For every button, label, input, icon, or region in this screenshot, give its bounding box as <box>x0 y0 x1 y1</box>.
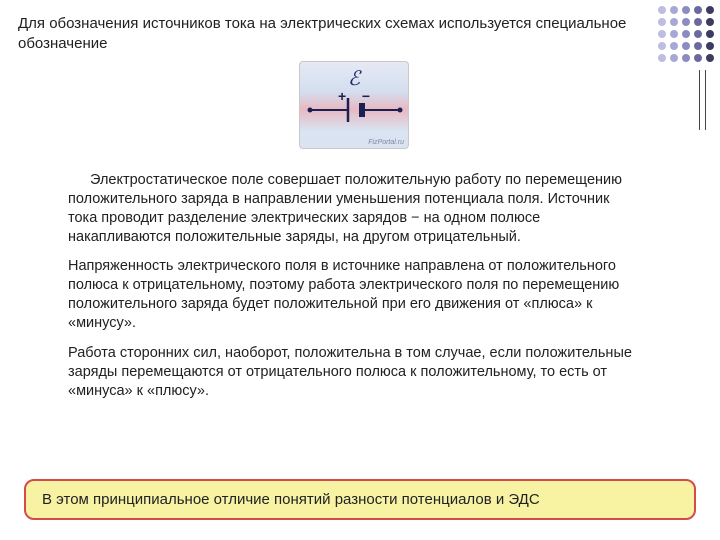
watermark-text: FizPortal.ru <box>368 139 404 146</box>
emf-source-symbol: ℰ + − FizPortal.ru <box>299 61 409 149</box>
deco-dot <box>670 6 678 14</box>
deco-bar <box>705 70 706 130</box>
deco-dot <box>658 30 666 38</box>
deco-dot <box>670 18 678 26</box>
intro-text: Для обозначения источников тока на элект… <box>18 14 658 55</box>
decorative-dots <box>644 6 714 126</box>
deco-dot <box>682 30 690 38</box>
deco-dot <box>658 54 666 62</box>
deco-dot <box>694 42 702 50</box>
deco-dot <box>670 30 678 38</box>
deco-dot <box>694 18 702 26</box>
deco-dot <box>682 18 690 26</box>
paragraph-2: Напряженность электрического поля в исто… <box>68 257 640 334</box>
paragraph-1: Электростатическое поле совершает положи… <box>68 171 640 248</box>
battery-icon <box>300 96 410 136</box>
deco-dot <box>694 6 702 14</box>
deco-dot <box>658 18 666 26</box>
deco-dot <box>682 54 690 62</box>
paragraph-3: Работа сторонних сил, наоборот, положите… <box>68 344 640 401</box>
deco-dot <box>670 42 678 50</box>
deco-dot <box>706 18 714 26</box>
deco-dot <box>658 42 666 50</box>
emf-letter: ℰ <box>300 66 408 91</box>
symbol-figure: ℰ + − FizPortal.ru <box>299 61 409 149</box>
deco-bar <box>699 70 700 130</box>
deco-dot <box>706 42 714 50</box>
deco-dot <box>658 6 666 14</box>
deco-dot <box>706 54 714 62</box>
deco-dot <box>682 42 690 50</box>
deco-dot <box>706 30 714 38</box>
deco-dot <box>670 54 678 62</box>
highlight-callout: В этом принципиальное отличие понятий ра… <box>24 479 696 520</box>
deco-dot <box>682 6 690 14</box>
deco-dot <box>694 54 702 62</box>
slide: Для обозначения источников тока на элект… <box>0 0 720 540</box>
deco-dot <box>694 30 702 38</box>
deco-dot <box>706 6 714 14</box>
